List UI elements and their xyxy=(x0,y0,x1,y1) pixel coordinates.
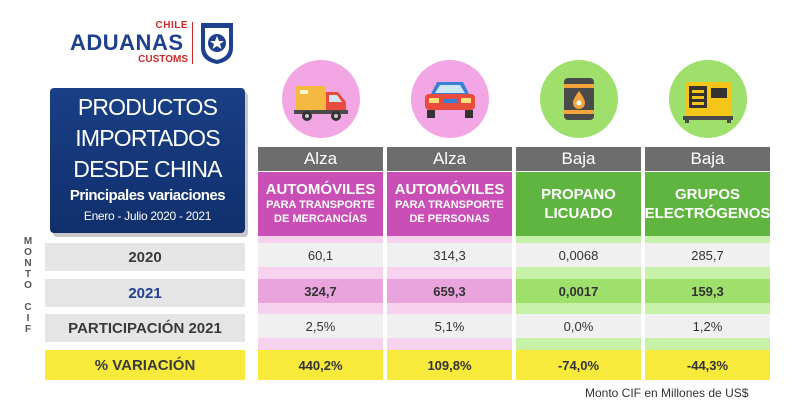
row-label-participacion: PARTICIPACIÓN 2021 xyxy=(45,314,245,342)
product-box-1: AUTOMÓVILES PARA TRANSPORTE DE MERCANCÍA… xyxy=(258,172,383,236)
aduanas-logo: CHILE ADUANAS CUSTOMS xyxy=(70,20,240,70)
trend-header-3: Baja xyxy=(516,147,641,171)
cell-2020-1: 60,1 xyxy=(258,243,383,267)
column-4: Baja GRUPOS ELECTRÓGENOS 285,7 159,3 1,2… xyxy=(645,0,770,408)
title-box: PRODUCTOS IMPORTADOS DESDE CHINA Princip… xyxy=(50,88,245,233)
truck-icon xyxy=(294,86,348,121)
product-sub1-4: ELECTRÓGENOS xyxy=(644,205,771,222)
trend-header-4: Baja xyxy=(645,147,770,171)
product-sub2-2: DE PERSONAS xyxy=(409,213,490,225)
title-line-1: PRODUCTOS xyxy=(77,94,218,120)
logo-chile: CHILE xyxy=(155,20,188,31)
trend-header-2: Alza xyxy=(387,147,512,171)
side-label-letter: I xyxy=(26,313,30,324)
gap xyxy=(387,303,512,315)
gap xyxy=(516,267,641,279)
title-line-2: IMPORTADOS xyxy=(75,125,220,151)
product-name-1: AUTOMÓVILES xyxy=(265,181,376,198)
logo-customs: CUSTOMS xyxy=(138,54,188,65)
side-label-letter: F xyxy=(24,324,32,335)
product-sub1-2: PARA TRANSPORTE xyxy=(395,199,504,211)
icon-circle-1 xyxy=(282,60,360,138)
cell-2020-2: 314,3 xyxy=(387,243,512,267)
product-name-2: AUTOMÓVILES xyxy=(394,181,505,198)
generator-icon xyxy=(683,82,733,123)
side-label-letter: O xyxy=(24,247,32,258)
cell-participacion-2: 5,1% xyxy=(387,314,512,338)
gap xyxy=(387,267,512,279)
gas-barrel-icon xyxy=(564,78,594,120)
cell-variacion-4: -44,3% xyxy=(645,350,770,380)
gap xyxy=(387,338,512,350)
logo-aduanas: ADUANAS xyxy=(70,30,184,55)
gap xyxy=(645,267,770,279)
cell-2021-2: 659,3 xyxy=(387,279,512,303)
side-label-letter: O xyxy=(24,280,32,291)
column-1: Alza AUTOMÓVILES PARA TRANSPORTE DE MERC… xyxy=(258,0,383,408)
row-label-2021: 2021 xyxy=(45,279,245,307)
product-name-3: PROPANO xyxy=(541,186,616,203)
side-label-letter: N xyxy=(24,258,32,269)
product-name-4: GRUPOS xyxy=(674,186,740,203)
column-2: Alza AUTOMÓVILES PARA TRANSPORTE DE PERS… xyxy=(387,0,512,408)
cell-2021-4: 159,3 xyxy=(645,279,770,303)
cell-2020-3: 0,0068 xyxy=(516,243,641,267)
trend-header-1: Alza xyxy=(258,147,383,171)
car-icon xyxy=(425,82,475,118)
icon-circle-4 xyxy=(669,60,747,138)
row-label-variacion: % VARIACIÓN xyxy=(45,350,245,380)
gap xyxy=(258,267,383,279)
gap xyxy=(645,338,770,350)
gap xyxy=(645,303,770,315)
cell-participacion-1: 2,5% xyxy=(258,314,383,338)
cell-variacion-1: 440,2% xyxy=(258,350,383,380)
logo-divider xyxy=(192,22,193,64)
product-box-2: AUTOMÓVILES PARA TRANSPORTE DE PERSONAS xyxy=(387,172,512,236)
shield-badge-icon xyxy=(201,23,233,64)
product-sub1-1: PARA TRANSPORTE xyxy=(266,199,375,211)
gap xyxy=(516,338,641,350)
side-label-letter xyxy=(27,291,30,302)
cell-2021-1: 324,7 xyxy=(258,279,383,303)
title-line-3: DESDE CHINA xyxy=(73,156,222,182)
product-sub2-1: DE MERCANCÍAS xyxy=(274,213,367,225)
cell-2020-4: 285,7 xyxy=(645,243,770,267)
cell-2021-3: 0,0017 xyxy=(516,279,641,303)
cell-variacion-2: 109,8% xyxy=(387,350,512,380)
gap xyxy=(258,303,383,315)
gap xyxy=(258,338,383,350)
title-subtitle: Principales variaciones xyxy=(69,187,226,204)
product-sub1-3: LICUADO xyxy=(544,205,613,222)
side-label-letter: C xyxy=(24,302,32,313)
column-3: Baja PROPANO LICUADO 0,0068 0,0017 0,0% … xyxy=(516,0,641,408)
side-label-letter: T xyxy=(24,269,32,280)
footer-note: Monto CIF en Millones de US$ xyxy=(585,386,749,400)
gap xyxy=(516,303,641,315)
cell-variacion-3: -74,0% xyxy=(516,350,641,380)
product-box-3: PROPANO LICUADO xyxy=(516,172,641,236)
product-box-4: GRUPOS ELECTRÓGENOS xyxy=(645,172,770,236)
title-period: Enero - Julio 2020 - 2021 xyxy=(83,209,212,223)
icon-circle-3 xyxy=(540,60,618,138)
cell-participacion-4: 1,2% xyxy=(645,314,770,338)
side-label-letter: M xyxy=(23,236,33,247)
cell-participacion-3: 0,0% xyxy=(516,314,641,338)
row-label-2020: 2020 xyxy=(45,243,245,271)
icon-circle-2 xyxy=(411,60,489,138)
